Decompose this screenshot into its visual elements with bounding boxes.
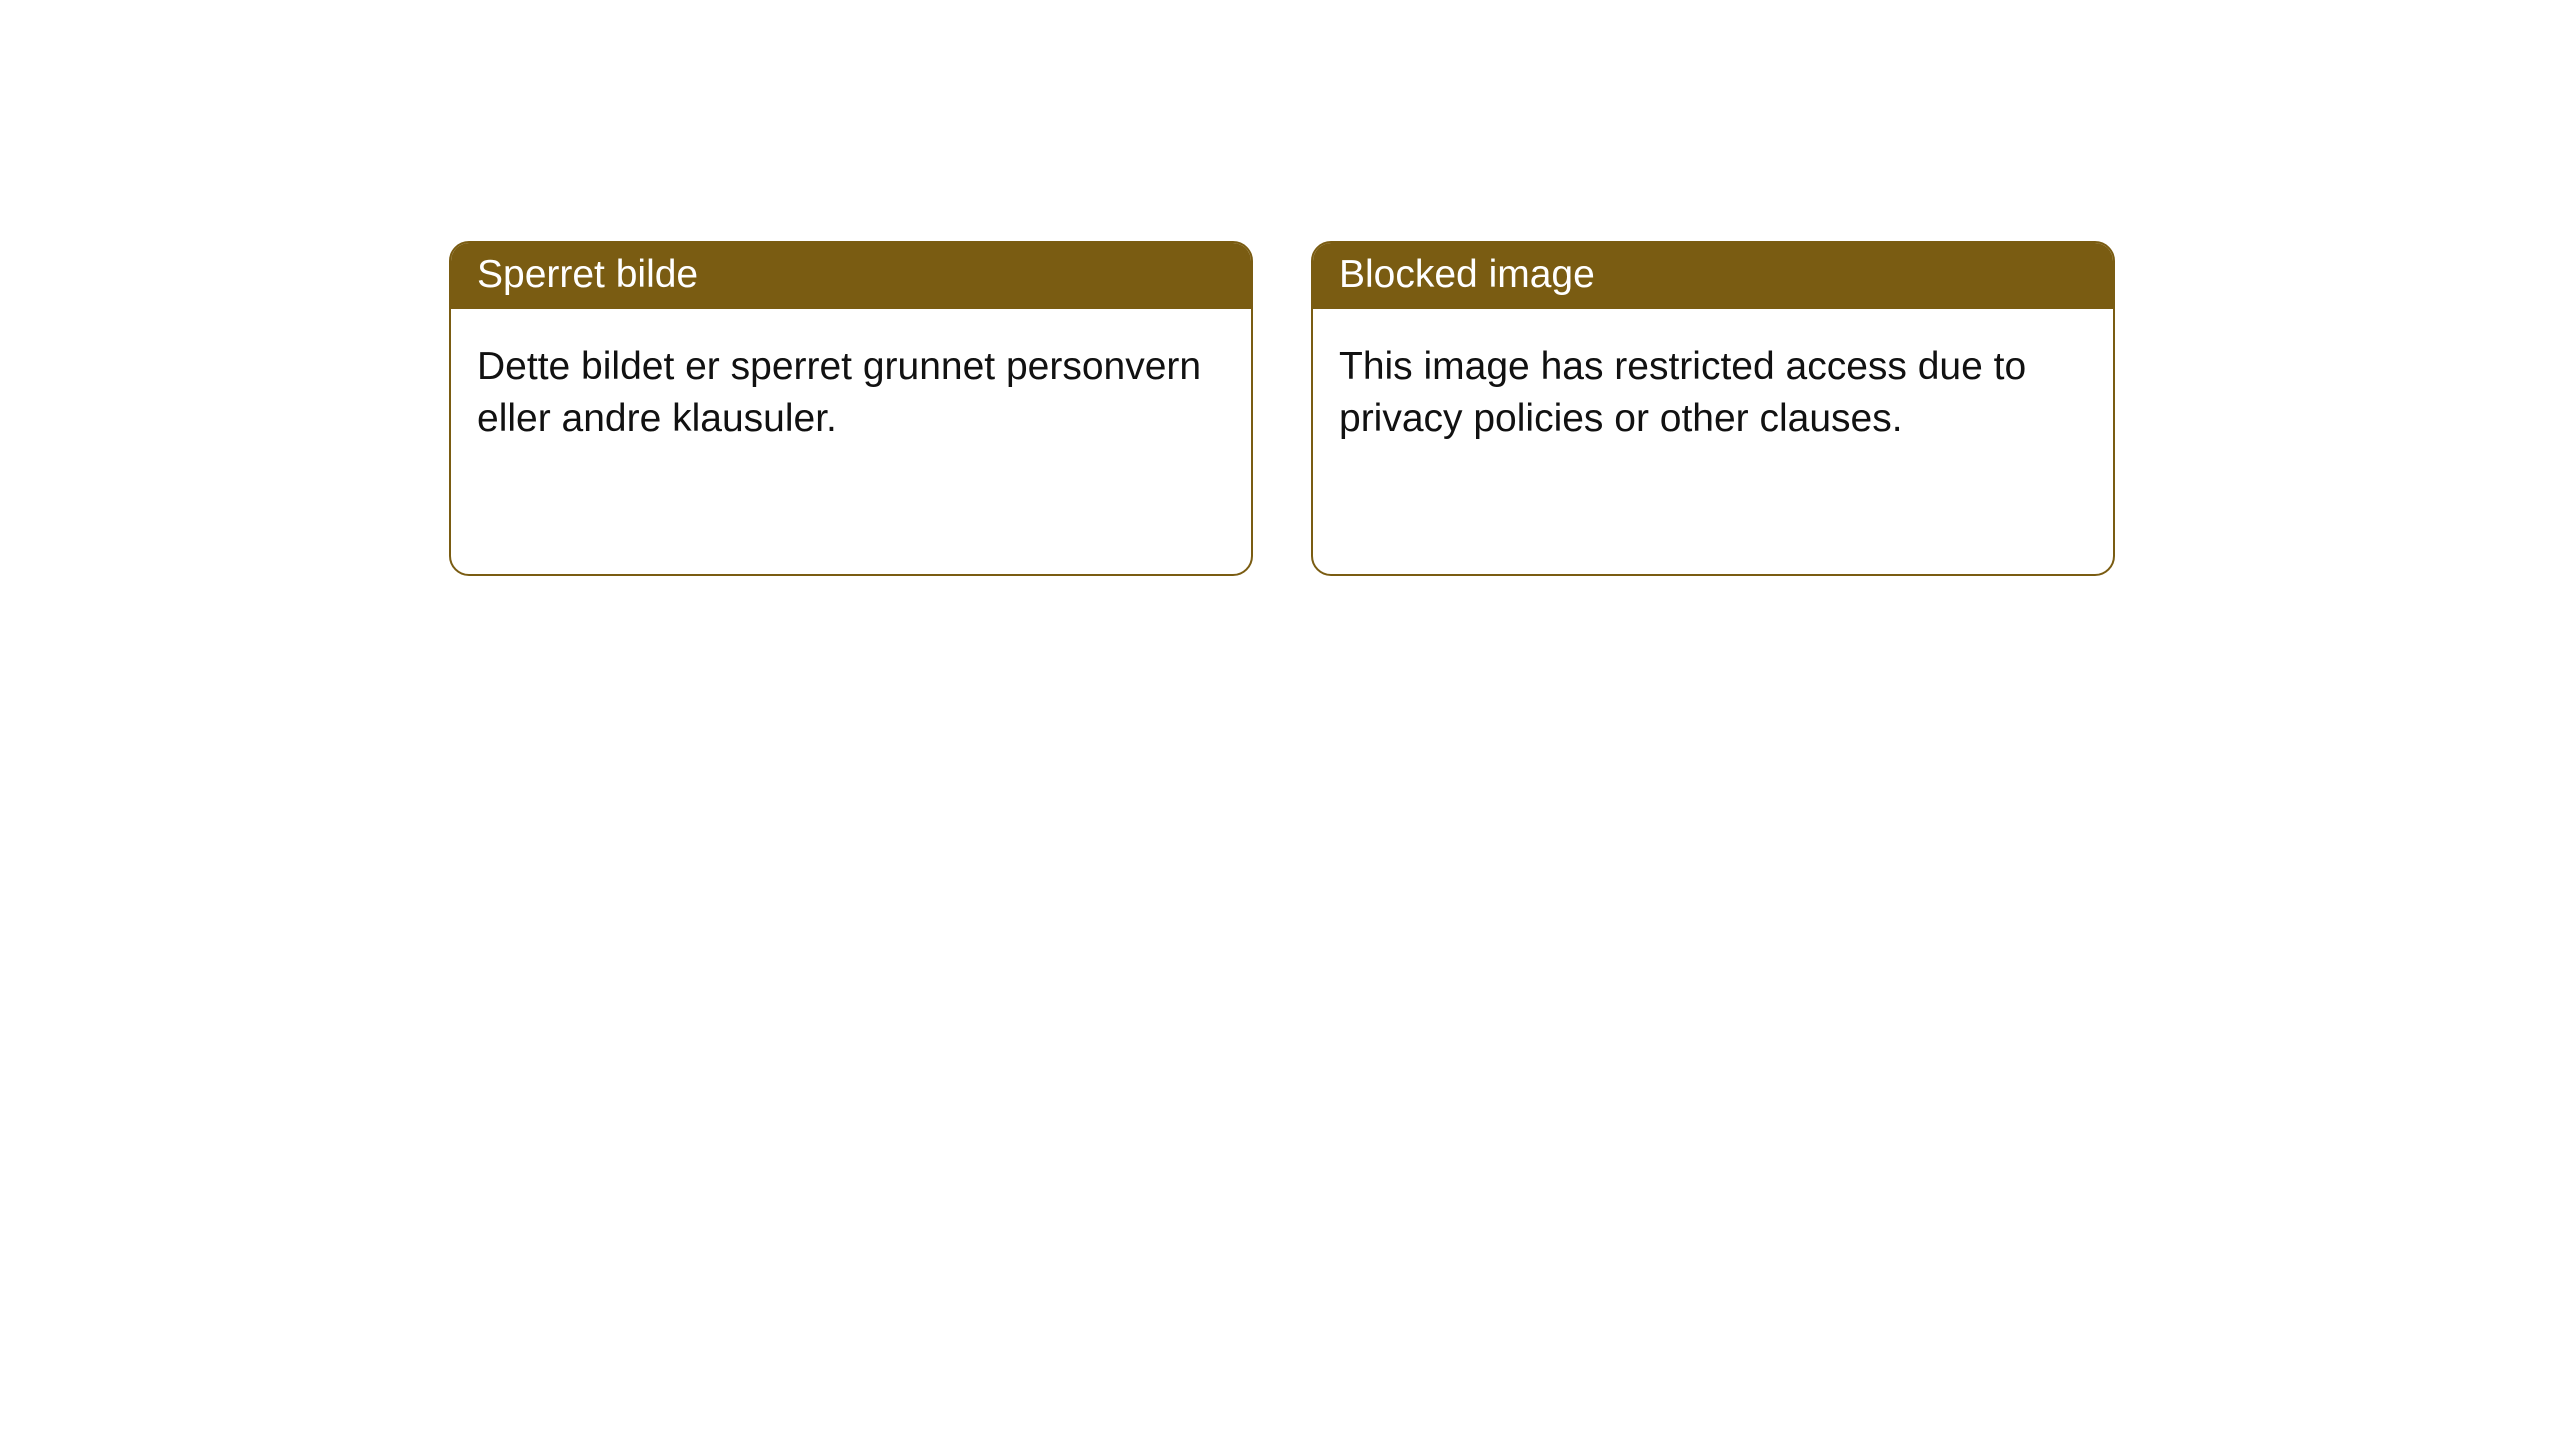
notice-cards-container: Sperret bilde Dette bildet er sperret gr… (0, 0, 2560, 576)
notice-card-english: Blocked image This image has restricted … (1311, 241, 2115, 576)
card-body: Dette bildet er sperret grunnet personve… (451, 309, 1251, 477)
card-body: This image has restricted access due to … (1313, 309, 2113, 477)
card-title: Blocked image (1313, 243, 2113, 309)
notice-card-norwegian: Sperret bilde Dette bildet er sperret gr… (449, 241, 1253, 576)
card-title: Sperret bilde (451, 243, 1251, 309)
